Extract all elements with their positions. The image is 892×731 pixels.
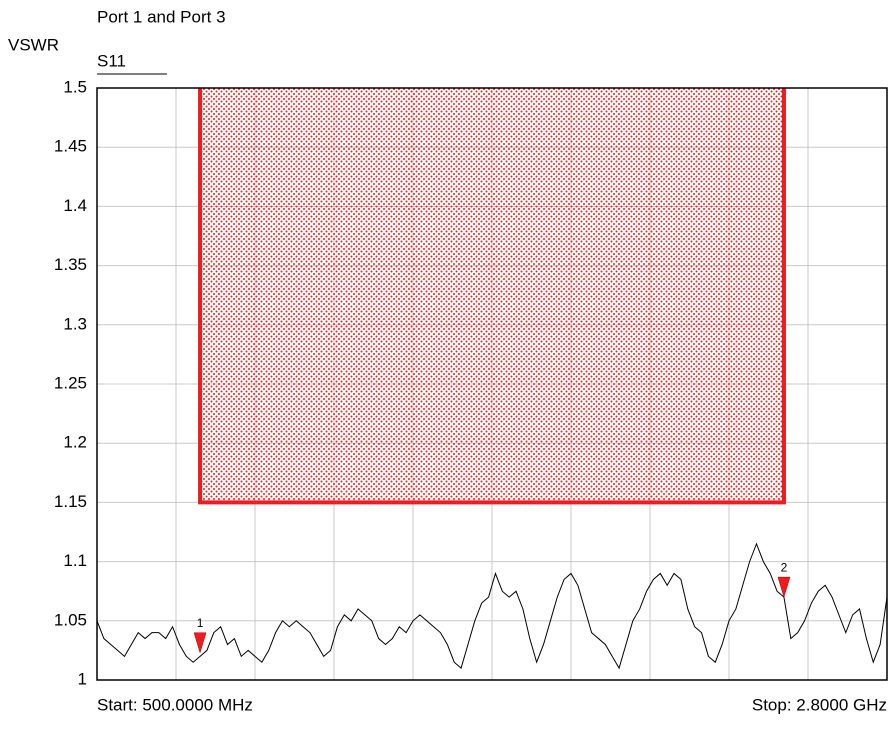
y-tick-label: 1.15: [54, 492, 87, 511]
y-axis-label: VSWR: [8, 35, 59, 54]
start-label: Start: 500.0000 MHz: [97, 695, 253, 714]
limit-area: [200, 88, 784, 503]
marker-label: 2: [781, 560, 788, 574]
y-tick-label: 1.1: [63, 551, 87, 570]
limit-line: [198, 88, 786, 505]
marker-label: 1: [197, 616, 204, 630]
y-tick-label: 1.2: [63, 433, 87, 452]
y-tick-label: 1.05: [54, 610, 87, 629]
y-tick-label: 1.45: [54, 137, 87, 156]
plot-frame: [96, 87, 888, 681]
chart-title: Port 1 and Port 3: [97, 7, 226, 26]
stop-label: Stop: 2.8000 GHz: [752, 695, 887, 714]
y-tick-label: 1.3: [63, 314, 87, 333]
y-tick-label: 1: [78, 669, 87, 688]
y-tick-label: 1.5: [63, 77, 87, 96]
y-tick-label: 1.25: [54, 373, 87, 392]
trace: [96, 542, 888, 670]
y-tick-label: 1.4: [63, 196, 87, 215]
marker: [193, 632, 207, 654]
y-tick-label: 1.35: [54, 255, 87, 274]
legend-label: S11: [97, 51, 126, 70]
marker: [777, 576, 791, 598]
